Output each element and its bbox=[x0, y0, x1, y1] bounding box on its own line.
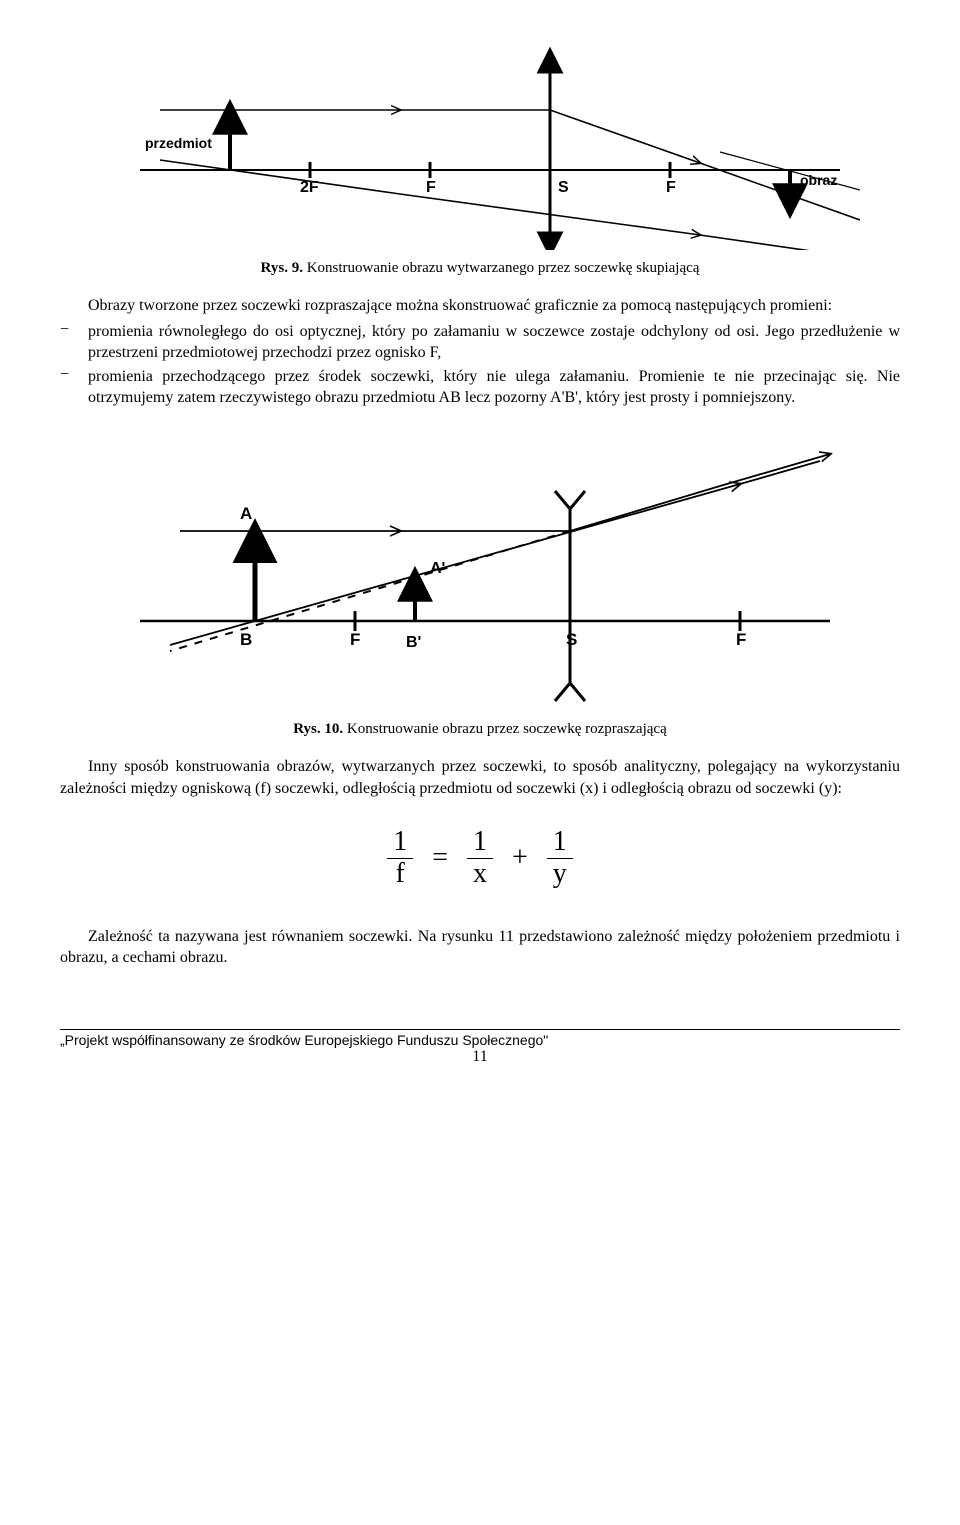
figure-10-caption-text: Konstruowanie obrazu przez soczewkę rozp… bbox=[343, 721, 667, 737]
figure-10-caption-bold: Rys. 10. bbox=[293, 721, 343, 737]
footer-text: „Projekt współfinansowany ze środków Eur… bbox=[60, 1032, 548, 1048]
figure-9-caption-text: Konstruowanie obrazu wytwarzanego przez … bbox=[303, 260, 700, 276]
bullet-1: − promienia równoległego do osi optyczne… bbox=[60, 321, 900, 364]
label-obraz: obraz bbox=[800, 172, 837, 188]
label-B: B bbox=[240, 630, 252, 649]
bullet-2-text: promienia przechodzącego przez środek so… bbox=[88, 366, 900, 409]
intro-paragraph: Obrazy tworzone przez soczewki rozprasza… bbox=[60, 295, 900, 317]
label-przedmiot: przedmiot bbox=[145, 135, 212, 151]
page-number: 11 bbox=[60, 1048, 900, 1066]
label-F2r: F bbox=[736, 630, 746, 649]
figure-9-caption: Rys. 9. Konstruowanie obrazu wytwarzaneg… bbox=[60, 260, 900, 277]
label-F2l: F bbox=[350, 630, 360, 649]
label-2F: 2F bbox=[300, 179, 319, 196]
final-paragraph: Zależność ta nazywana jest równaniem soc… bbox=[60, 926, 900, 969]
label-Ap: A' bbox=[430, 560, 445, 577]
method-paragraph: Inny sposób konstruowania obrazów, wytwa… bbox=[60, 756, 900, 799]
bullet-1-text: promienia równoległego do osi optycznej,… bbox=[88, 321, 900, 364]
label-Fr: F bbox=[666, 179, 676, 196]
page-footer: „Projekt współfinansowany ze środków Eur… bbox=[60, 1029, 900, 1048]
figure-9-caption-bold: Rys. 9. bbox=[261, 260, 303, 276]
label-S: S bbox=[558, 179, 569, 196]
bullet-2: − promienia przechodzącego przez środek … bbox=[60, 366, 900, 409]
figure-10-caption: Rys. 10. Konstruowanie obrazu przez socz… bbox=[60, 721, 900, 738]
label-S2: S bbox=[566, 630, 577, 649]
label-Bp: B' bbox=[406, 634, 421, 651]
figure-10-diagram: A B A' B' F S F bbox=[100, 451, 860, 711]
figure-9-diagram: przedmiot obraz 2F F S F bbox=[100, 40, 860, 250]
label-F: F bbox=[426, 179, 436, 196]
lens-equation: 1f = 1x + 1y bbox=[60, 827, 900, 890]
label-A: A bbox=[240, 504, 252, 523]
